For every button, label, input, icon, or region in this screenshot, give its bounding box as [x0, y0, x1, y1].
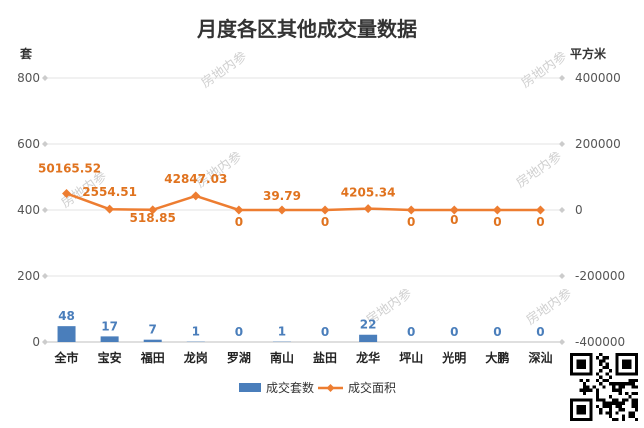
left-tick-marker	[42, 75, 48, 81]
qr-code	[570, 353, 638, 421]
left-tick-marker	[42, 273, 48, 279]
bar-data-label: 7	[149, 323, 157, 337]
left-axis-ticks: 0 200 400 600 800	[17, 71, 48, 349]
line-data-label: 0	[450, 213, 458, 227]
right-tick-label: -200000	[575, 269, 625, 283]
left-tick-label: 0	[32, 335, 40, 349]
line-point	[320, 205, 330, 215]
line-data-label: 0	[407, 215, 415, 229]
category-label: 罗湖	[227, 350, 251, 365]
bar-data-labels: 48 17 7 1 0 1 0 22 0 0 0 0	[58, 309, 544, 339]
bar-data-label: 1	[278, 325, 286, 339]
bar	[100, 336, 119, 342]
watermark-text: 房地内参	[518, 48, 570, 91]
line-point	[406, 205, 416, 215]
legend-line-marker	[326, 384, 335, 392]
line-point	[62, 188, 72, 198]
watermark-text: 房地内参	[523, 285, 575, 328]
right-tick-label: 200000	[575, 137, 621, 151]
category-label: 宝安	[98, 350, 122, 365]
left-tick-label: 600	[17, 137, 40, 151]
line-point	[105, 204, 115, 214]
bar	[143, 339, 162, 342]
bar-data-label: 17	[101, 319, 118, 333]
line-point	[148, 205, 158, 215]
category-label: 龙岗	[184, 350, 208, 365]
left-tick-marker	[42, 207, 48, 213]
line-series	[62, 188, 545, 215]
left-axis-unit: 套	[19, 46, 33, 61]
line-data-label: 0	[321, 215, 329, 229]
bar	[359, 334, 378, 342]
category-label: 福田	[140, 350, 165, 365]
bar-data-label: 0	[321, 325, 329, 339]
bar-data-label: 0	[536, 325, 544, 339]
line-point	[277, 205, 287, 215]
line-data-label: 39.79	[263, 189, 301, 203]
bar-data-label: 48	[58, 309, 75, 323]
left-tick-label: 200	[17, 269, 40, 283]
line-point	[535, 205, 545, 215]
category-label: 龙华	[356, 350, 380, 365]
bar-data-label: 1	[192, 325, 200, 339]
right-axis-unit: 平方米	[570, 46, 607, 61]
line-data-labels: 50165.52 2554.51 518.85 42847.03 0 39.79 0 4205…	[38, 161, 545, 229]
category-label: 光明	[441, 350, 466, 365]
category-labels: 全市 宝安 福田 龙岗 罗湖 南山 盐田 龙华 坪山 光明 大鹏 深汕	[54, 350, 553, 365]
left-tick-label: 800	[17, 71, 40, 85]
watermark-text: 房地内参	[513, 148, 565, 191]
right-tick-marker	[559, 273, 565, 279]
line-data-label: 0	[235, 215, 243, 229]
legend: 成交套数 成交面积	[239, 380, 396, 395]
line-point	[449, 205, 459, 215]
bar	[57, 326, 76, 342]
category-label: 大鹏	[485, 350, 509, 365]
line-data-label: 42847.03	[164, 172, 227, 186]
right-tick-marker	[559, 207, 565, 213]
watermark-text: 房地内参	[198, 48, 250, 91]
left-tick-marker	[42, 339, 48, 345]
line-data-label: 518.85	[130, 211, 176, 225]
line-data-label: 2554.51	[82, 185, 137, 199]
category-label: 南山	[270, 350, 294, 365]
line-point	[492, 205, 502, 215]
category-label: 盐田	[313, 350, 337, 365]
category-label: 坪山	[399, 350, 423, 365]
right-tick-label: -400000	[575, 335, 625, 349]
bar-series	[57, 326, 378, 342]
chart-title: 月度各区其他成交量数据	[196, 17, 417, 41]
category-label: 全市	[54, 350, 79, 365]
legend-line-label: 成交面积	[348, 380, 396, 395]
line-data-label: 0	[536, 215, 544, 229]
left-tick-label: 400	[17, 203, 40, 217]
line-data-label: 4205.34	[341, 186, 396, 200]
left-tick-marker	[42, 141, 48, 147]
line-point	[234, 205, 244, 215]
line-point	[363, 204, 373, 214]
right-tick-label: 0	[575, 203, 583, 217]
line-data-label: 50165.52	[38, 161, 101, 175]
bar-data-label: 22	[360, 318, 377, 332]
line-path	[66, 192, 541, 212]
bar-data-label: 0	[407, 325, 415, 339]
line-point	[191, 191, 201, 201]
right-tick-label: 400000	[575, 71, 621, 85]
right-axis-ticks: -400000 -200000 0 200000 400000	[559, 71, 625, 349]
legend-bar-label: 成交套数	[266, 380, 314, 395]
right-tick-marker	[559, 141, 565, 147]
category-label: 深汕	[528, 350, 552, 365]
legend-bar-swatch	[239, 383, 261, 392]
bar-data-label: 0	[450, 325, 458, 339]
right-tick-marker	[559, 339, 565, 345]
line-data-label: 0	[493, 215, 501, 229]
bar-data-label: 0	[493, 325, 501, 339]
right-tick-marker	[559, 75, 565, 81]
bar-data-label: 0	[235, 325, 243, 339]
